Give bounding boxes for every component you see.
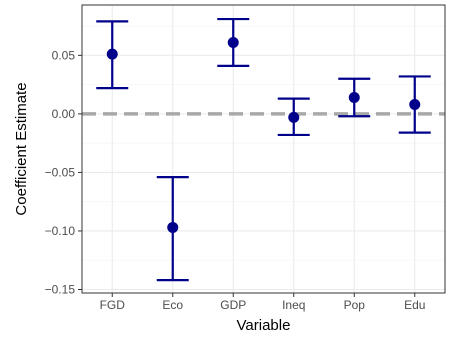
- x-axis-ticks: FGD Eco GDP Ineq Pop Edu: [100, 293, 425, 312]
- x-axis-title: Variable: [237, 317, 291, 334]
- grid-lines: [82, 5, 445, 293]
- estimate-point-ineq: [288, 111, 300, 123]
- estimate-point-gdp: [227, 36, 239, 48]
- panel-border: [81, 4, 446, 294]
- x-tick-label: Ineq: [282, 298, 305, 312]
- error-bars: [96, 17, 431, 282]
- y-tick-label: 0.05: [52, 48, 76, 62]
- x-tick-label: FGD: [100, 298, 126, 312]
- x-tick-label: Edu: [404, 298, 425, 312]
- x-tick-label: Pop: [344, 298, 366, 312]
- estimate-point-eco: [167, 221, 179, 233]
- estimate-points: [106, 36, 421, 233]
- y-axis-ticks: −0.15 −0.10 −0.05 0.00 0.05: [45, 48, 82, 296]
- x-tick-label: Eco: [162, 298, 183, 312]
- y-tick-label: 0.00: [52, 107, 76, 121]
- y-tick-label: −0.10: [45, 224, 76, 238]
- y-tick-label: −0.05: [45, 165, 76, 179]
- estimate-point-pop: [348, 91, 360, 103]
- y-axis-title: Coefficient Estimate: [13, 82, 30, 215]
- y-tick-label: −0.15: [45, 282, 76, 296]
- x-tick-label: GDP: [220, 298, 246, 312]
- estimate-point-edu: [409, 99, 421, 111]
- estimate-point-fgd: [106, 48, 118, 60]
